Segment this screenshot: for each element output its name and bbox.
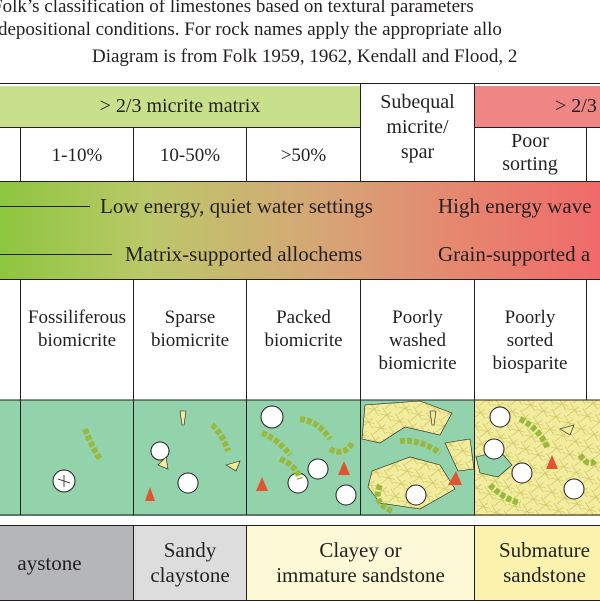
grid-line (360, 279, 361, 400)
packed-line-2: biomicrite (264, 330, 343, 351)
high-energy-label: High energy wave (438, 194, 592, 218)
grid-line (474, 83, 475, 181)
subequal-line-2: micrite/ (386, 116, 449, 138)
header-divider-right (475, 127, 600, 128)
analogue-clayey-sandstone: Clayey or immature sandstone (246, 525, 475, 601)
subequal-header: Subequal micrite/ spar (361, 90, 474, 165)
range-1-10: 1-10% (51, 145, 103, 166)
poorly-washed-line-1: Poorly (392, 307, 443, 328)
fossiliferous-line-2: biomicrite (37, 330, 117, 351)
grid-line (246, 279, 247, 400)
band-top-border (0, 181, 600, 182)
analogue-sandy-claystone: Sandy claystone (133, 525, 247, 601)
caption-line-3: Diagram is from Folk 1959, 1962, Kendall… (92, 46, 518, 67)
poorly-sorted-line-2: sorted (506, 330, 554, 351)
packed-line-1: Packed (276, 307, 331, 328)
sandy-line-1: Sandy (163, 538, 217, 562)
poorly-washed-line-2: washed (389, 330, 446, 351)
fossil-shell-fragment (82, 427, 103, 461)
poorly-sorted-line-3: biosparite (492, 353, 568, 374)
band-bottom-border (0, 279, 600, 280)
range-over-50: >50% (280, 145, 327, 166)
sparse-line-2: biomicrite (150, 330, 230, 351)
fossil-bryozoan (145, 487, 155, 501)
rock-packed-biomicrite: Packed biomicrite (247, 306, 360, 352)
grain-supported-label: Grain-supported a (438, 242, 591, 266)
rock-poorly-sorted-biosparite: Poorly sorted biosparite (475, 306, 585, 375)
table-top-border (0, 83, 600, 84)
sandy-line-2: claystone (150, 563, 230, 587)
grid-line (133, 127, 134, 181)
grid-line (360, 83, 361, 181)
spar-patch (367, 456, 456, 510)
header-divider-left (0, 127, 360, 128)
energy-pointer-line (0, 206, 90, 207)
poor-line-2: sorting (502, 153, 558, 175)
support-pointer-line (0, 254, 112, 255)
rock-poorly-washed-biomicrite: Poorly washed biomicrite (361, 306, 474, 375)
caption-line-1: Folk’s classification of limestones base… (0, 0, 474, 17)
spar-cement-header: > 2/3 (475, 86, 600, 127)
poor-line-1: Poor (511, 130, 549, 152)
spar-patch (361, 400, 453, 444)
poor-sorting-cell: Poor sorting (475, 130, 585, 176)
poorly-washed-line-3: biomicrite (378, 353, 457, 374)
range-10-50: 10-50% (159, 145, 221, 166)
fossiliferous-line-1: Fossiliferous (27, 307, 127, 328)
claystone-label: aystone (17, 550, 82, 575)
grid-line (586, 279, 587, 400)
analogue-claystone: aystone (0, 525, 134, 601)
texture-illustrations (0, 399, 600, 516)
caption-line-2: depositional conditions. For rock names … (0, 19, 502, 40)
low-energy-label: Low energy, quiet water settings (100, 194, 373, 218)
analogue-submature-sandstone: Submature sandstone (474, 525, 600, 601)
submature-line-2: sandstone (503, 563, 586, 587)
clayey-line-2: immature sandstone (276, 563, 445, 587)
submature-line-1: Submature (499, 538, 590, 562)
subequal-line-1: Subequal (380, 91, 455, 113)
energy-gradient-band (0, 181, 600, 279)
micrite-matrix-header: > 2/3 micrite matrix (0, 86, 360, 127)
grid-line (20, 279, 21, 400)
subequal-line-3: spar (400, 141, 435, 163)
spar-cement-label: > 2/3 (555, 95, 597, 117)
grid-line (474, 279, 475, 400)
matrix-supported-label: Matrix-supported allochems (125, 242, 363, 266)
grid-line (20, 127, 21, 181)
grid-line (586, 127, 587, 181)
sparse-line-1: Sparse (164, 307, 216, 328)
grid-line (246, 127, 247, 181)
micrite-matrix-label: > 2/3 micrite matrix (99, 95, 261, 117)
rock-fossiliferous-biomicrite: Fossiliferous biomicrite (21, 306, 133, 352)
clayey-line-1: Clayey or (319, 538, 402, 562)
grid-line (133, 279, 134, 400)
rock-sparse-biomicrite: Sparse biomicrite (134, 306, 246, 352)
poorly-sorted-line-1: Poorly (504, 307, 556, 328)
